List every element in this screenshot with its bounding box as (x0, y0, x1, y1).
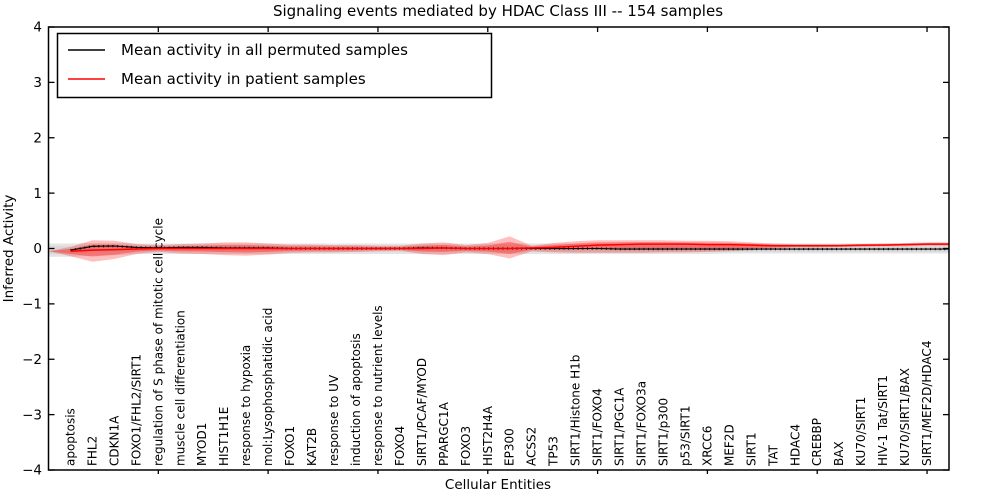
x-category-label: p53/SIRT1 (678, 405, 692, 466)
y-tick-label: 3 (33, 75, 42, 91)
x-category-label: MEF2D (722, 424, 736, 466)
y-tick-label: 0 (33, 241, 42, 257)
x-category-label: FOXO1 (283, 426, 297, 466)
y-tick-label: 4 (33, 20, 42, 36)
y-tick-label: −2 (22, 352, 42, 368)
x-category-labels: apoptosis FHL2 CDKN1A FOXO1/FHL2/SIRT1 regul… (63, 218, 934, 467)
x-category-label: BAX (832, 441, 846, 466)
legend-label-patient: Mean activity in patient samples (121, 70, 366, 88)
legend-box (56, 32, 493, 99)
x-category-label: KAT2B (305, 428, 319, 466)
x-category-label: SIRT1/FOXO3a (635, 381, 649, 466)
y-tick-label: −3 (22, 407, 42, 423)
x-category-label: HIV-1 Tat/SIRT1 (876, 375, 890, 466)
x-category-label: HDAC4 (788, 424, 802, 466)
x-axis-label: Cellular Entities (445, 477, 551, 493)
x-category-label: SIRT1/MEF2D/HDAC4 (920, 341, 934, 466)
patient-mean-line (70, 243, 949, 253)
x-category-label: XRCC6 (700, 426, 714, 466)
x-category-label: SIRT1/FOXO4 (591, 388, 605, 466)
y-tick-label: −1 (22, 297, 42, 313)
x-category-label: TP53 (547, 436, 561, 467)
x-category-label: SIRT1/Histone H1b (569, 355, 583, 466)
x-category-label: KU70/SIRT1/BAX (898, 368, 912, 466)
x-category-label: MYOD1 (195, 423, 209, 466)
x-category-label: muscle cell differentiation (173, 310, 187, 466)
y-tick-labels: 4 3 2 1 0 −1 −2 −3 −4 (22, 20, 42, 479)
x-category-label: ACSS2 (525, 427, 539, 466)
mean-lines (70, 243, 949, 253)
permuted-band-outer (48, 242, 949, 257)
x-category-label: HIST1H1E (217, 407, 231, 466)
y-tick-label: 1 (33, 186, 42, 202)
x-category-label: SIRT1/PCAF/MYOD (415, 358, 429, 466)
x-category-label: induction of apoptosis (349, 333, 363, 466)
x-category-label: response to nutrient levels (371, 305, 385, 466)
y-tick-label: −4 (22, 463, 42, 479)
plot-frame (47, 26, 950, 471)
x-category-label: mol:Lysophosphatidic acid (261, 308, 275, 466)
x-category-label: CREBBP (810, 418, 824, 466)
legend-label-permuted: Mean activity in all permuted samples (121, 41, 408, 59)
x-category-label: SIRT1 (744, 432, 758, 466)
x-category-label: CDKN1A (107, 415, 121, 466)
x-category-label: response to UV (327, 374, 341, 466)
x-category-label: EP300 (503, 428, 517, 466)
x-category-label: TAT (766, 444, 780, 467)
x-category-label: SIRT1/p300 (656, 398, 670, 466)
y-tick-label: 2 (33, 130, 42, 146)
x-category-label: apoptosis (63, 408, 77, 466)
x-category-label: FOXO4 (393, 426, 407, 466)
x-category-label: SIRT1/PGC1A (613, 387, 627, 466)
legend: Mean activity in all permuted samples Me… (56, 32, 493, 99)
x-category-label: KU70/SIRT1 (854, 397, 868, 466)
x-category-label: regulation of S phase of mitotic cell cy… (151, 218, 165, 466)
x-category-label: FOXO3 (459, 426, 473, 466)
x-category-label: PPARGC1A (437, 401, 451, 466)
x-category-label: FOXO1/FHL2/SIRT1 (129, 354, 143, 466)
x-category-label: HIST2H4A (481, 405, 495, 466)
y-axis-label: Inferred Activity (1, 195, 17, 303)
x-category-label: response to hypoxia (239, 345, 253, 466)
chart-title: Signaling events mediated by HDAC Class … (273, 2, 723, 20)
x-category-label: FHL2 (85, 436, 99, 466)
